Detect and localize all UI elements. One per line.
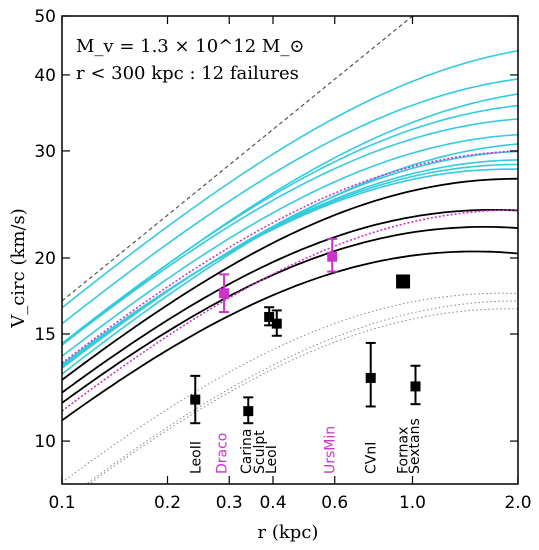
cyan-curve bbox=[62, 78, 518, 325]
black-curve bbox=[62, 226, 518, 404]
plot-frame bbox=[61, 15, 519, 485]
point-marker bbox=[219, 288, 230, 299]
galaxy-draco: Draco bbox=[214, 273, 230, 474]
dashed-reference-line bbox=[62, 16, 413, 302]
x-tick-label: 0.6 bbox=[321, 493, 348, 513]
point-marker bbox=[410, 381, 421, 392]
x-tick-label: 0.2 bbox=[154, 493, 181, 513]
gray-dotted-curve bbox=[88, 308, 518, 484]
y-tick-label: 10 bbox=[34, 432, 56, 452]
point-marker bbox=[190, 394, 201, 405]
x-axis-label: r (kpc) bbox=[258, 522, 319, 543]
cyan-curve bbox=[62, 104, 518, 345]
x-tick-label: 2.0 bbox=[504, 493, 531, 513]
cyan-curve bbox=[62, 133, 518, 357]
black-curve bbox=[62, 250, 518, 422]
cyan-curve bbox=[62, 143, 518, 375]
annotation-box: M_v = 1.3 × 10^12 M_⊙ r < 300 kpc : 12 f… bbox=[76, 36, 304, 84]
galaxy-ursmin: UrsMin bbox=[323, 237, 339, 474]
annotation-line-2: r < 300 kpc : 12 failures bbox=[76, 63, 299, 84]
cyan-curve bbox=[62, 163, 518, 367]
y-tick-label: 20 bbox=[34, 249, 56, 269]
cyan-curve bbox=[62, 168, 518, 366]
galaxy-label: UrsMin bbox=[323, 426, 339, 474]
galaxy-sextans: Sextans bbox=[407, 364, 423, 474]
axis-ticks: 0.1 0.2 0.3 0.4 0.6 1.0 2.0 10 15 20 30 40 50 bbox=[34, 7, 531, 513]
y-tick-label: 15 bbox=[34, 325, 56, 345]
annotation-line-1: M_v = 1.3 × 10^12 M_⊙ bbox=[76, 36, 304, 57]
magenta-dotted-curve bbox=[62, 209, 518, 412]
galaxy-label: CVnI bbox=[364, 442, 380, 474]
x-tick-label: 0.1 bbox=[48, 493, 75, 513]
galaxy-label: Sculpt bbox=[252, 430, 268, 474]
galaxy-label: Carina bbox=[239, 429, 255, 474]
point-marker bbox=[271, 318, 282, 329]
y-tick-label: 50 bbox=[34, 7, 56, 27]
model-curves bbox=[62, 16, 518, 484]
point-marker bbox=[327, 251, 338, 262]
cyan-curve bbox=[62, 50, 518, 309]
point-marker bbox=[264, 311, 275, 322]
galaxy-fornax: Fornax bbox=[395, 274, 411, 474]
galaxy-label: LeoI bbox=[264, 445, 280, 474]
galaxy-label: Sextans bbox=[407, 418, 423, 474]
galaxy-carina: Carina bbox=[239, 396, 255, 474]
point-marker bbox=[365, 372, 376, 383]
galaxy-leoii: LeoII bbox=[188, 374, 204, 474]
cyan-curve bbox=[62, 118, 518, 346]
x-tick-label: 0.3 bbox=[216, 493, 243, 513]
y-tick-label: 40 bbox=[34, 66, 56, 86]
magenta-dotted-curve bbox=[62, 150, 518, 364]
black-curve bbox=[62, 177, 518, 381]
galaxy-label: LeoII bbox=[188, 441, 204, 474]
galaxy-label: Fornax bbox=[395, 427, 411, 474]
x-tick-label: 1.0 bbox=[399, 493, 426, 513]
y-tick-label: 30 bbox=[34, 142, 56, 162]
galaxy-sculpt: Sculpt bbox=[252, 306, 275, 474]
point-marker bbox=[243, 406, 254, 417]
black-curve bbox=[62, 209, 518, 394]
x-tick-label: 0.4 bbox=[259, 493, 286, 513]
point-marker bbox=[396, 274, 411, 289]
gray-dotted-curve bbox=[62, 292, 518, 483]
galaxy-cvni: CVnI bbox=[364, 341, 380, 474]
y-axis-label: V_circ (km/s) bbox=[8, 208, 29, 329]
galaxy-leoi: LeoI bbox=[264, 309, 282, 474]
galaxy-label: Draco bbox=[214, 433, 230, 474]
